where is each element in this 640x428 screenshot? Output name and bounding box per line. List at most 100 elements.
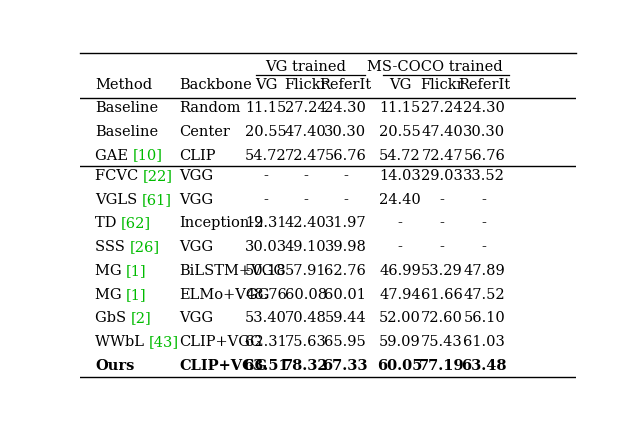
Text: -: - [397,217,403,230]
Text: 60.05: 60.05 [377,359,422,373]
Text: 62.76: 62.76 [324,264,366,278]
Text: Random: Random [179,101,241,115]
Text: 24.30: 24.30 [324,101,366,115]
Text: 42.40: 42.40 [285,217,326,230]
Text: -: - [440,217,445,230]
Text: GbS: GbS [95,312,131,325]
Text: [22]: [22] [143,169,173,183]
Text: BiLSTM+VGG: BiLSTM+VGG [179,264,285,278]
Text: 30.30: 30.30 [463,125,506,139]
Text: VG: VG [255,78,277,92]
Text: -: - [264,193,268,207]
Text: 61.66: 61.66 [421,288,463,302]
Text: 72.60: 72.60 [421,312,463,325]
Text: VG trained: VG trained [265,59,346,74]
Text: 56.76: 56.76 [324,149,366,163]
Text: 61.03: 61.03 [463,335,505,349]
Text: [61]: [61] [141,193,172,207]
Text: 56.76: 56.76 [463,149,505,163]
Text: 77.19: 77.19 [419,359,465,373]
Text: 47.94: 47.94 [379,288,420,302]
Text: Backbone: Backbone [179,78,252,92]
Text: 24.30: 24.30 [463,101,505,115]
Text: 75.43: 75.43 [421,335,463,349]
Text: 59.09: 59.09 [379,335,420,349]
Text: 53.29: 53.29 [421,264,463,278]
Text: 20.55: 20.55 [379,125,420,139]
Text: 39.98: 39.98 [324,240,366,254]
Text: 72.47: 72.47 [285,149,326,163]
Text: [26]: [26] [129,240,159,254]
Text: 29.03: 29.03 [421,169,463,183]
Text: ReferIt: ReferIt [458,78,510,92]
Text: FCVC: FCVC [95,169,143,183]
Text: Center: Center [179,125,230,139]
Text: CLIP+VGG: CLIP+VGG [179,359,268,373]
Text: 63.51: 63.51 [243,359,289,373]
Text: -: - [264,169,268,183]
Text: Method: Method [95,78,152,92]
Text: [43]: [43] [148,335,179,349]
Text: ReferIt: ReferIt [319,78,371,92]
Text: 60.01: 60.01 [324,288,366,302]
Text: [1]: [1] [126,264,147,278]
Text: VGG: VGG [179,169,213,183]
Text: Inception-2: Inception-2 [179,217,264,230]
Text: MG: MG [95,264,126,278]
Text: -: - [440,240,445,254]
Text: 46.99: 46.99 [379,264,420,278]
Text: 75.63: 75.63 [285,335,326,349]
Text: 31.97: 31.97 [324,217,366,230]
Text: CLIP: CLIP [179,149,216,163]
Text: 70.48: 70.48 [285,312,326,325]
Text: 30.30: 30.30 [324,125,367,139]
Text: [1]: [1] [126,288,147,302]
Text: ELMo+VGG: ELMo+VGG [179,288,269,302]
Text: 48.76: 48.76 [245,288,287,302]
Text: 11.15: 11.15 [245,101,287,115]
Text: 47.52: 47.52 [463,288,505,302]
Text: GAE: GAE [95,149,132,163]
Text: Baseline: Baseline [95,125,158,139]
Text: 59.44: 59.44 [324,312,366,325]
Text: -: - [440,193,445,207]
Text: [10]: [10] [132,149,163,163]
Text: 54.72: 54.72 [379,149,420,163]
Text: 47.40: 47.40 [285,125,326,139]
Text: 63.48: 63.48 [461,359,507,373]
Text: [2]: [2] [131,312,152,325]
Text: 56.10: 56.10 [463,312,505,325]
Text: 49.10: 49.10 [285,240,326,254]
Text: 20.55: 20.55 [245,125,287,139]
Text: 65.95: 65.95 [324,335,366,349]
Text: Flickr: Flickr [420,78,464,92]
Text: 27.24: 27.24 [421,101,463,115]
Text: VGG: VGG [179,312,213,325]
Text: 54.72: 54.72 [245,149,287,163]
Text: 67.33: 67.33 [323,359,368,373]
Text: 47.89: 47.89 [463,264,505,278]
Text: -: - [343,193,348,207]
Text: VGG: VGG [179,240,213,254]
Text: 78.32: 78.32 [283,359,328,373]
Text: 19.31: 19.31 [245,217,287,230]
Text: 62.31: 62.31 [245,335,287,349]
Text: MG: MG [95,288,126,302]
Text: TD: TD [95,217,121,230]
Text: -: - [397,240,403,254]
Text: 53.40: 53.40 [245,312,287,325]
Text: 47.40: 47.40 [421,125,463,139]
Text: 50.18: 50.18 [245,264,287,278]
Text: 27.24: 27.24 [285,101,326,115]
Text: 72.47: 72.47 [421,149,463,163]
Text: VG: VG [388,78,411,92]
Text: Ours: Ours [95,359,134,373]
Text: 57.91: 57.91 [285,264,326,278]
Text: -: - [482,193,486,207]
Text: CLIP+VGG: CLIP+VGG [179,335,262,349]
Text: 11.15: 11.15 [380,101,420,115]
Text: 24.40: 24.40 [379,193,420,207]
Text: VGLS: VGLS [95,193,141,207]
Text: SSS: SSS [95,240,129,254]
Text: Baseline: Baseline [95,101,158,115]
